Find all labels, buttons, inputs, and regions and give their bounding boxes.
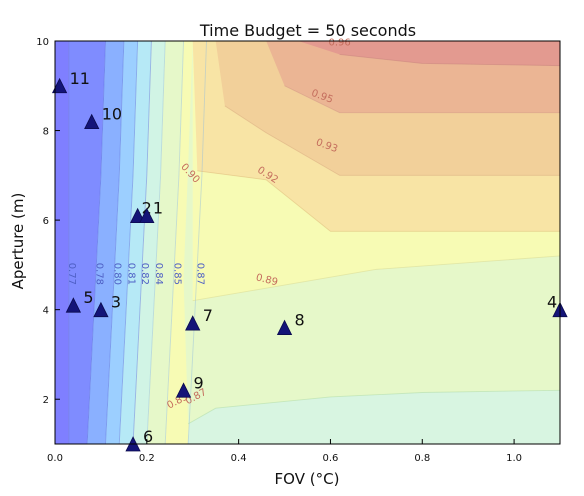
point-label: 1 [153, 199, 163, 218]
contour-label: 0.77 [66, 263, 77, 285]
x-axis-title: FOV (°C) [275, 470, 340, 488]
point-label: 10 [102, 105, 122, 124]
y-tick-label: 10 [36, 37, 49, 48]
contour-label: 0.80 [112, 263, 123, 285]
y-tick-label: 2 [43, 395, 49, 406]
point-label: 11 [70, 69, 90, 88]
y-tick-label: 4 [43, 306, 49, 317]
contour-label: 0.85 [171, 263, 182, 285]
point-label: 3 [111, 293, 121, 312]
point-label: 5 [83, 288, 93, 307]
x-tick-label: 0.6 [323, 453, 339, 464]
y-tick-label: 6 [43, 216, 49, 227]
point-label: 6 [143, 427, 153, 446]
x-tick-label: 0.2 [139, 453, 155, 464]
chart-title: Time Budget = 50 seconds [199, 21, 416, 40]
y-axis-title: Aperture (m) [9, 193, 27, 290]
contour-fill-layer [55, 41, 560, 444]
point-label: 4 [547, 293, 557, 312]
contour-label: 0.81 [125, 263, 136, 285]
x-tick-label: 0.4 [231, 453, 247, 464]
point-label: 9 [194, 373, 204, 392]
contour-label: 0.78 [93, 263, 104, 285]
x-tick-label: 0.8 [414, 453, 430, 464]
x-tick-label: 0.0 [47, 453, 63, 464]
point-label: 7 [203, 306, 213, 325]
x-tick-label: 1.0 [506, 453, 522, 464]
y-tick-label: 8 [43, 127, 49, 138]
contour-label: 0.87 [194, 263, 205, 285]
contour-band [55, 41, 69, 444]
contour-label: 0.82 [139, 263, 150, 285]
point-label: 8 [295, 311, 305, 330]
contour-label: 0.84 [153, 263, 164, 285]
